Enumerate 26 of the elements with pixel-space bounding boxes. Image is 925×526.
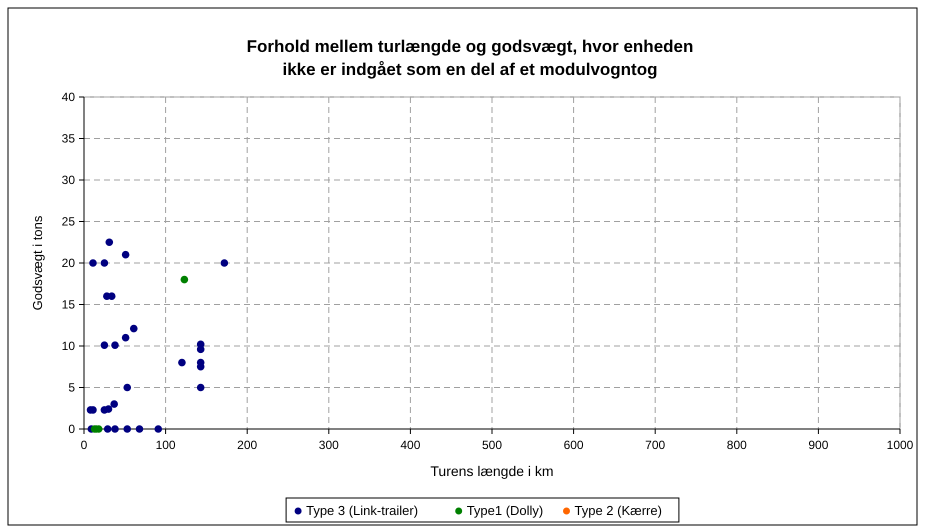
y-tick-label: 20 — [62, 256, 76, 270]
legend-label: Type1 (Dolly) — [466, 503, 544, 518]
chart-title: Forhold mellem turlængde og godsvægt, hvor enheden ikke er indgået som en del af et modulvogntog — [246, 37, 694, 79]
x-tick-label: 500 — [482, 438, 502, 452]
y-tick-label: 25 — [62, 214, 76, 228]
x-tick-label: 0 — [80, 438, 88, 452]
y-tick-label: 0 — [68, 422, 76, 436]
x-axis-title: Turens længde i km — [430, 463, 554, 479]
y-tick-label: 35 — [62, 132, 76, 146]
x-tick-label: 300 — [318, 438, 340, 452]
y-tick-label: 5 — [68, 380, 76, 394]
y-tick-label: 40 — [62, 90, 76, 104]
y-axis-title: Godsvægt i tons — [30, 215, 45, 310]
legend-label: Type 2 (Kærre) — [574, 503, 662, 518]
x-tick-label: 600 — [564, 438, 584, 452]
x-tick-label: 100 — [156, 438, 176, 452]
y-tick-label: 15 — [62, 298, 76, 312]
legend-label: Type 3 (Link-trailer) — [306, 503, 418, 518]
x-tick-label: 700 — [645, 438, 666, 452]
y-tick-label: 10 — [62, 339, 76, 353]
x-tick-label: 200 — [237, 438, 258, 452]
x-tick-label: 1000 — [886, 438, 914, 452]
x-tick-label: 800 — [726, 438, 748, 452]
x-tick-label: 400 — [400, 438, 421, 452]
y-tick-label: 30 — [62, 173, 76, 187]
x-tick-label: 900 — [808, 438, 829, 452]
